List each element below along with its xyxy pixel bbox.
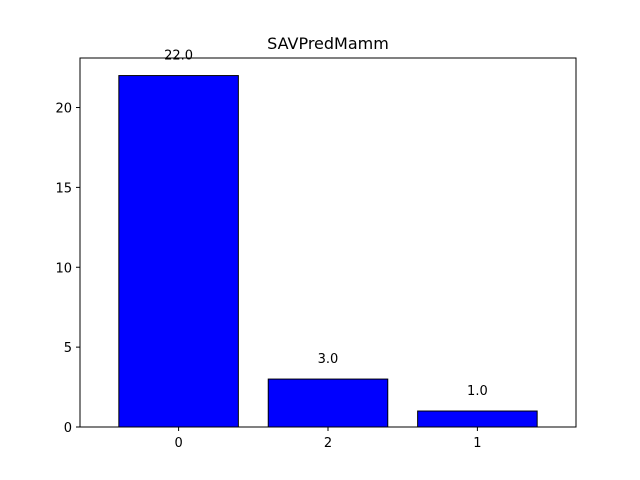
value-label-2: 3.0: [318, 352, 339, 367]
bar-2: [267, 378, 389, 428]
y-axis: 0 5 10 15 20: [55, 102, 80, 436]
y-tick-label-15: 15: [55, 181, 72, 196]
y-tick-label-20: 20: [55, 102, 72, 117]
y-tick-label-10: 10: [55, 261, 72, 276]
bar-1: [417, 410, 538, 428]
value-label-0: 22.0: [164, 49, 193, 64]
value-label-1: 1.0: [467, 384, 488, 399]
x-tick-label-0: 0: [174, 436, 182, 451]
x-tick-label-1: 1: [473, 436, 481, 451]
chart-title: SAVPredMamm: [267, 34, 389, 53]
x-axis: 0 2 1: [174, 427, 482, 451]
value-labels-layer: 22.0 3.0 1.0: [164, 49, 488, 399]
bars-layer: [118, 75, 538, 428]
bar-0: [118, 75, 239, 428]
y-tick-label-0: 0: [64, 421, 72, 436]
y-tick-label-5: 5: [64, 341, 72, 356]
x-tick-label-2: 2: [324, 436, 332, 451]
